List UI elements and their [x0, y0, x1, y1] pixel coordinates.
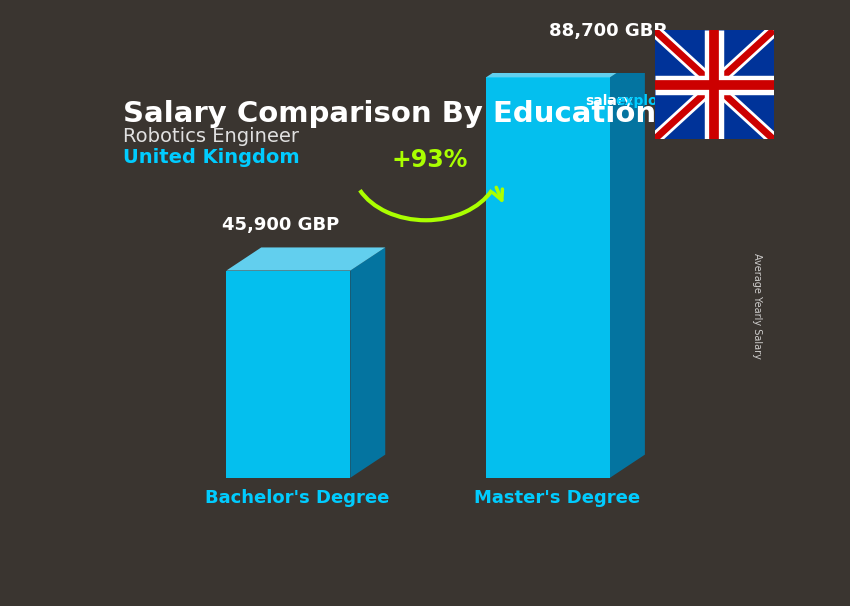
Text: 88,700 GBP: 88,700 GBP — [549, 22, 666, 41]
Text: Master's Degree: Master's Degree — [473, 488, 640, 507]
Text: United Kingdom: United Kingdom — [123, 148, 300, 167]
Polygon shape — [610, 55, 645, 478]
Polygon shape — [486, 78, 610, 478]
Text: salary: salary — [585, 95, 633, 108]
Text: +93%: +93% — [392, 148, 468, 172]
Text: Average Yearly Salary: Average Yearly Salary — [752, 253, 762, 359]
Polygon shape — [486, 55, 645, 78]
Polygon shape — [350, 247, 385, 478]
Text: explorer: explorer — [615, 95, 682, 108]
Text: Bachelor's Degree: Bachelor's Degree — [205, 488, 389, 507]
Text: Robotics Engineer: Robotics Engineer — [123, 127, 299, 147]
Polygon shape — [226, 270, 350, 478]
Text: 45,900 GBP: 45,900 GBP — [222, 216, 339, 233]
Polygon shape — [226, 247, 385, 270]
Text: .com: .com — [663, 95, 700, 108]
Text: Salary Comparison By Education: Salary Comparison By Education — [123, 101, 656, 128]
